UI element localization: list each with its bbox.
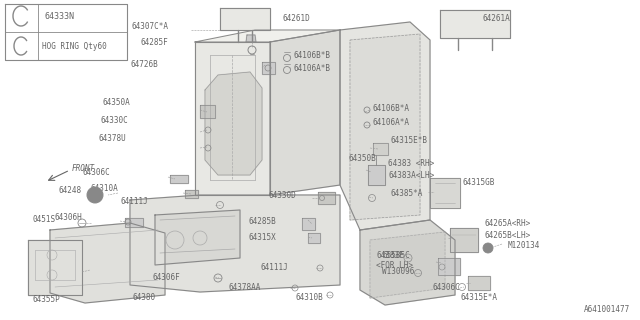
Polygon shape	[438, 258, 460, 275]
Text: 64726B: 64726B	[131, 60, 158, 68]
Text: 0451S: 0451S	[33, 215, 56, 225]
Text: 64285B: 64285B	[248, 218, 276, 227]
Text: 64307C*A: 64307C*A	[131, 21, 168, 30]
Text: 64383F: 64383F	[376, 251, 404, 260]
Text: 64383A<LH>: 64383A<LH>	[388, 171, 435, 180]
Polygon shape	[130, 195, 340, 292]
Text: 64330D: 64330D	[268, 191, 296, 201]
Text: 64248: 64248	[58, 186, 81, 195]
Polygon shape	[373, 143, 388, 155]
Polygon shape	[205, 72, 262, 175]
Polygon shape	[440, 10, 510, 38]
Text: 64306H: 64306H	[54, 213, 82, 222]
Text: 64106B*A: 64106B*A	[372, 103, 409, 113]
Text: 64265A<RH>: 64265A<RH>	[484, 220, 531, 228]
Text: 64265B<LH>: 64265B<LH>	[484, 230, 531, 239]
Circle shape	[87, 187, 103, 203]
Polygon shape	[370, 232, 445, 298]
Text: 64310B: 64310B	[295, 292, 323, 301]
Text: W130096: W130096	[382, 268, 414, 276]
Text: 64111J: 64111J	[120, 197, 148, 206]
Polygon shape	[450, 228, 478, 252]
Text: 65585C: 65585C	[382, 252, 410, 260]
Text: HOG RING Qty60: HOG RING Qty60	[42, 42, 107, 51]
Text: 64106A*B: 64106A*B	[293, 63, 330, 73]
Text: 64306F: 64306F	[152, 274, 180, 283]
Text: 64385*A: 64385*A	[390, 189, 422, 198]
Polygon shape	[368, 165, 385, 185]
Text: 64355P: 64355P	[32, 295, 60, 305]
Polygon shape	[155, 210, 240, 265]
Text: <FOR LH>: <FOR LH>	[376, 261, 413, 270]
Text: FRONT: FRONT	[72, 164, 95, 172]
Polygon shape	[360, 220, 455, 305]
Polygon shape	[262, 62, 275, 74]
Text: 64378AA: 64378AA	[228, 284, 260, 292]
Polygon shape	[468, 276, 490, 290]
Polygon shape	[220, 8, 270, 30]
Polygon shape	[125, 218, 143, 227]
Polygon shape	[246, 35, 256, 42]
Polygon shape	[195, 42, 270, 195]
Text: 64378U: 64378U	[99, 133, 126, 142]
Text: 64261A: 64261A	[482, 13, 509, 22]
Text: 64106B*B: 64106B*B	[293, 51, 330, 60]
Polygon shape	[302, 218, 315, 230]
Text: 64106A*A: 64106A*A	[372, 117, 409, 126]
Text: 64350A: 64350A	[102, 98, 130, 107]
Text: 64350B: 64350B	[348, 154, 376, 163]
Text: 64306C: 64306C	[432, 284, 460, 292]
Polygon shape	[340, 22, 430, 230]
Polygon shape	[200, 105, 215, 118]
Polygon shape	[318, 192, 335, 204]
Circle shape	[483, 243, 493, 253]
Text: 64310A: 64310A	[90, 183, 118, 193]
Polygon shape	[195, 30, 340, 42]
Text: 64333N: 64333N	[44, 12, 74, 20]
Polygon shape	[270, 30, 340, 195]
Polygon shape	[430, 178, 460, 208]
Text: 64383 <RH>: 64383 <RH>	[388, 158, 435, 167]
Polygon shape	[5, 4, 127, 60]
Text: 64261D: 64261D	[282, 13, 310, 22]
Text: 64111J: 64111J	[260, 263, 288, 273]
Text: 64315GB: 64315GB	[462, 178, 494, 187]
Text: 64315X: 64315X	[248, 234, 276, 243]
Polygon shape	[50, 223, 165, 303]
Text: 64285F: 64285F	[140, 37, 168, 46]
Polygon shape	[350, 34, 420, 220]
Text: A641001477: A641001477	[584, 306, 630, 315]
Polygon shape	[28, 240, 82, 295]
Polygon shape	[170, 175, 188, 183]
Polygon shape	[308, 233, 320, 243]
Text: M120134: M120134	[508, 242, 540, 251]
Text: 64315E*B: 64315E*B	[390, 135, 427, 145]
Text: 64306C: 64306C	[83, 167, 110, 177]
Polygon shape	[185, 190, 198, 198]
Text: 64315E*A: 64315E*A	[460, 293, 497, 302]
Text: 64330C: 64330C	[100, 116, 128, 124]
Text: 64380: 64380	[132, 293, 155, 302]
